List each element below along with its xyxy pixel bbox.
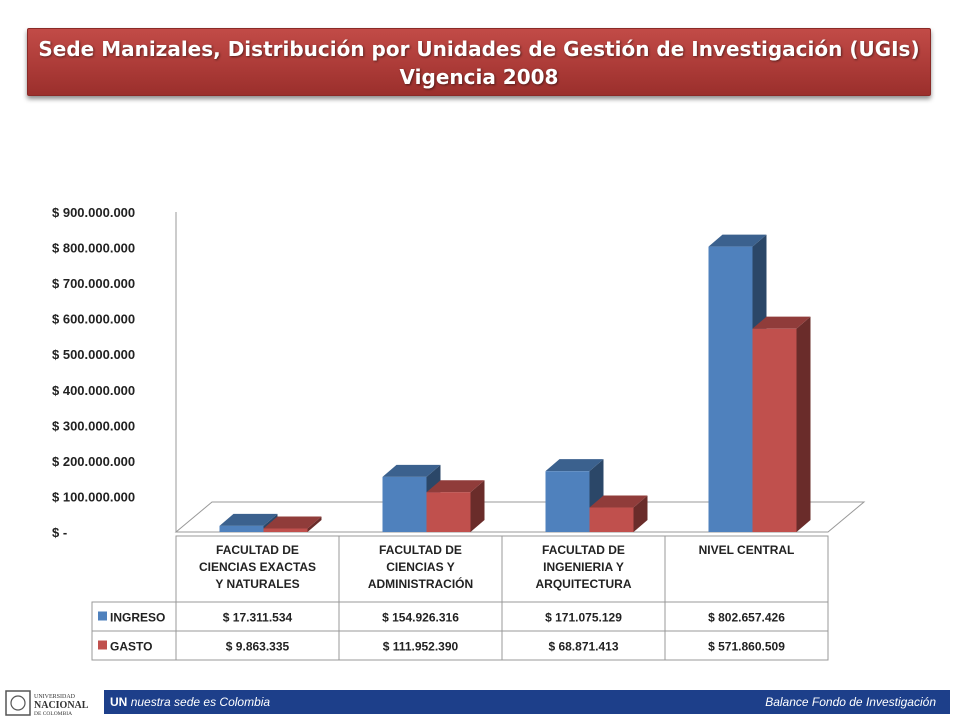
bar-top-ingreso [382,464,441,477]
logo-text-3: DE COLOMBIA [34,711,72,717]
bar-top-gasto [263,516,322,529]
bar-ingreso [382,476,427,532]
data-label: $ 9.863.335 [226,640,290,654]
category-label: ARQUITECTURA [536,577,632,591]
category-label: Y NATURALES [215,577,299,591]
y-tick-label: $ 100.000.000 [52,489,135,504]
y-tick-label: $ 200.000.000 [52,454,135,469]
bar-top-ingreso [545,459,604,472]
data-label: $ 68.871.413 [548,640,618,654]
y-tick-label: $ 600.000.000 [52,312,135,327]
bar-top-ingreso [708,234,767,247]
data-label: $ 17.311.534 [223,611,293,625]
category-label: FACULTAD DE [542,543,625,557]
bar-ingreso [219,525,264,532]
data-label: $ 154.926.316 [382,611,459,625]
bar-top-gasto [426,480,485,493]
footer-un: UN [110,695,128,709]
category-label: ADMINISTRACIÓN [368,576,473,591]
data-label: $ 802.657.426 [708,611,785,625]
category-label: CIENCIAS Y [386,560,454,574]
category-label: FACULTAD DE [379,543,462,557]
y-tick-label: $ 900.000.000 [52,205,135,220]
logo-text-1: UNIVERSIDAD [34,694,76,700]
category-label: NIVEL CENTRAL [699,543,795,557]
bar-gasto [263,528,308,532]
bar-ingreso [708,246,753,532]
data-label: $ 171.075.129 [545,611,622,625]
y-tick-label: $ 700.000.000 [52,276,135,291]
data-label: $ 571.860.509 [708,640,785,654]
legend-label-gasto: GASTO [110,640,152,654]
footer-slogan: UN nuestra sede es Colombia [110,690,270,714]
bar-top-gasto [752,316,811,329]
bar-gasto [752,328,797,532]
category-label: FACULTAD DE [216,543,299,557]
slide-title-banner: Sede Manizales, Distribución por Unidade… [27,28,931,96]
footer: UNIVERSIDAD NACIONAL DE COLOMBIA UN nues… [0,688,960,720]
footer-slogan-text: nuestra sede es Colombia [130,695,271,709]
bar-ingreso [545,471,590,532]
legend-swatch-ingreso [98,611,107,621]
y-tick-label: $ 800.000.000 [52,241,135,256]
data-label: $ 111.952.390 [383,640,459,654]
bar-side-gasto [307,516,322,532]
slide-title: Sede Manizales, Distribución por Unidade… [38,37,920,61]
legend-label-ingreso: INGRESO [110,611,165,625]
bar-side-gasto [470,480,485,532]
slide-subtitle: Vigencia 2008 [399,65,559,89]
bar-top-ingreso [219,513,278,526]
university-logo: UNIVERSIDAD NACIONAL DE COLOMBIA [5,690,89,717]
bar-gasto [426,492,471,532]
y-tick-label: $ 500.000.000 [52,347,135,362]
y-tick-label: $ - [52,525,67,540]
y-tick-label: $ 400.000.000 [52,383,135,398]
bar-top-gasto [589,495,648,508]
category-label: CIENCIAS EXACTAS [199,560,316,574]
bar-side-gasto [633,495,648,532]
y-tick-label: $ 300.000.000 [52,418,135,433]
category-label: INGENIERIA Y [543,560,624,574]
logo-text-2: NACIONAL [34,700,89,711]
footer-bar: UN nuestra sede es Colombia Balance Fond… [104,690,950,714]
chart: $ - $ 100.000.000 $ 200.000.000 $ 300.000.0… [52,205,866,661]
legend-swatch-gasto [98,640,107,650]
footer-caption: Balance Fondo de Investigación [765,695,936,709]
bar-gasto [589,507,634,532]
bar-side-gasto [796,316,811,532]
